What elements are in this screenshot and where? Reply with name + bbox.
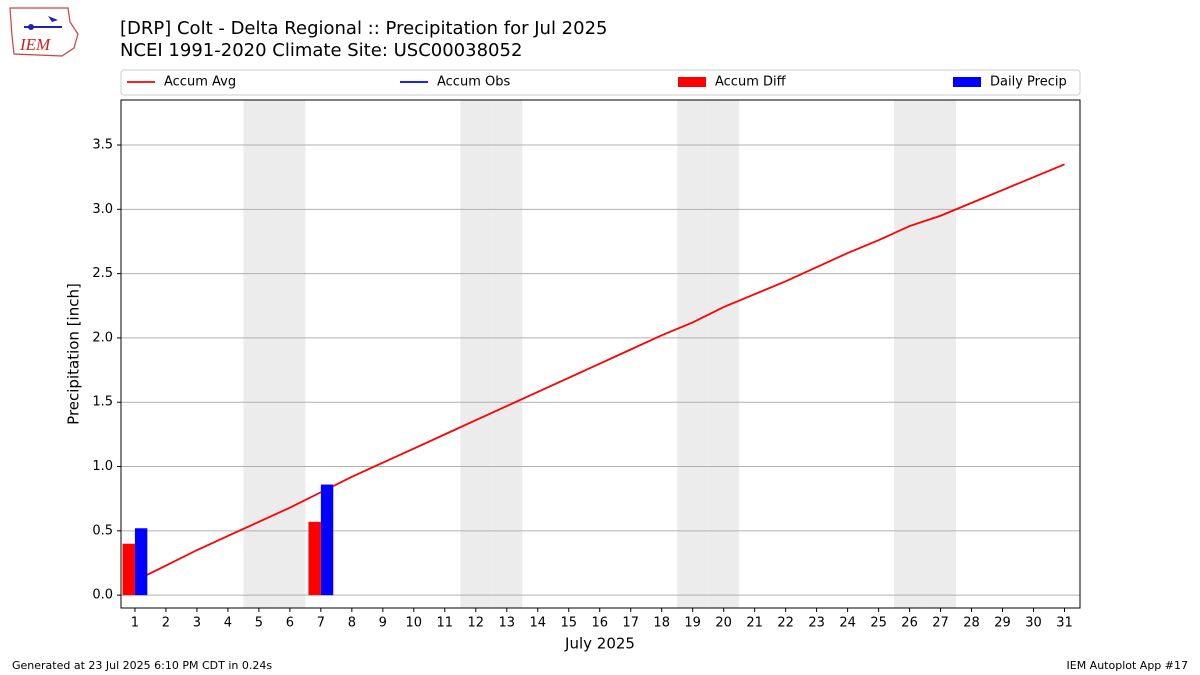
x-tick-label: 22 — [777, 616, 794, 631]
legend-label: Accum Obs — [437, 75, 510, 90]
x-tick-label: 29 — [994, 616, 1011, 631]
x-tick-label: 6 — [286, 616, 294, 631]
bar — [308, 521, 321, 596]
legend-label: Accum Diff — [715, 75, 787, 90]
weekend-band — [894, 100, 926, 608]
x-tick-label: 8 — [348, 616, 356, 631]
weekend-band — [460, 100, 492, 608]
plot-area — [121, 100, 1080, 608]
x-tick-label: 12 — [468, 616, 485, 631]
x-tick-label: 3 — [193, 616, 201, 631]
logo: IEM — [9, 7, 79, 57]
legend-swatch — [953, 77, 981, 87]
x-tick-label: 25 — [870, 616, 887, 631]
x-tick-label: 27 — [932, 616, 949, 631]
logo-icon — [48, 16, 58, 22]
x-tick-label: 13 — [498, 616, 515, 631]
legend-box — [120, 69, 1081, 96]
x-tick-label: 17 — [622, 616, 639, 631]
x-tick-label: 24 — [839, 616, 856, 631]
x-tick-label: 30 — [1025, 616, 1042, 631]
footer-right: IEM Autoplot App #17 — [1067, 659, 1189, 672]
x-tick-label: 23 — [808, 616, 825, 631]
chart-title: [DRP] Colt - Delta Regional :: Precipita… — [120, 18, 608, 39]
x-tick-label: 9 — [379, 616, 387, 631]
chart-subtitle: NCEI 1991-2020 Climate Site: USC00038052 — [120, 40, 522, 61]
x-tick-label: 18 — [653, 616, 670, 631]
x-tick-label: 4 — [224, 616, 232, 631]
weekend-band — [274, 100, 306, 608]
line — [134, 163, 1065, 582]
bar — [320, 484, 334, 596]
y-tick-label: 2.5 — [92, 266, 113, 281]
x-tick-label: 11 — [437, 616, 454, 631]
y-tick-label: 2.0 — [92, 330, 113, 345]
weekend-band — [708, 100, 740, 608]
x-tick-label: 10 — [406, 616, 423, 631]
y-tick-label: 1.5 — [92, 395, 113, 410]
logo-icon — [28, 24, 34, 30]
x-tick-label: 2 — [162, 616, 170, 631]
plot-frame — [120, 99, 1081, 609]
x-tick-label: 1 — [131, 616, 139, 631]
logo-outline — [9, 7, 79, 57]
bar — [122, 543, 135, 596]
y-tick-label: 1.0 — [92, 459, 113, 474]
weekend-band — [243, 100, 275, 608]
x-axis-label: July 2025 — [564, 635, 635, 653]
legend-label: Accum Avg — [164, 75, 236, 90]
x-tick-label: 19 — [684, 616, 701, 631]
x-tick-label: 16 — [591, 616, 608, 631]
y-tick-label: 0.0 — [92, 588, 113, 603]
x-tick-label: 20 — [715, 616, 732, 631]
x-tick-label: 7 — [317, 616, 325, 631]
x-tick-label: 14 — [529, 616, 546, 631]
logo-text: IEM — [19, 35, 51, 54]
weekend-band — [925, 100, 957, 608]
y-tick-label: 3.0 — [92, 202, 113, 217]
y-axis-label: Precipitation [inch] — [65, 283, 83, 425]
weekend-band — [677, 100, 709, 608]
x-tick-label: 28 — [963, 616, 980, 631]
footer-left: Generated at 23 Jul 2025 6:10 PM CDT in … — [12, 659, 272, 672]
x-tick-label: 31 — [1056, 616, 1073, 631]
legend-label: Daily Precip — [990, 75, 1067, 90]
y-tick-label: 0.5 — [92, 523, 113, 538]
x-tick-label: 5 — [255, 616, 263, 631]
y-tick-label: 3.5 — [92, 138, 113, 153]
weekend-band — [491, 100, 523, 608]
x-tick-label: 26 — [901, 616, 918, 631]
x-tick-label: 21 — [746, 616, 763, 631]
x-tick-label: 15 — [560, 616, 577, 631]
legend-swatch — [678, 77, 706, 87]
bar — [134, 528, 148, 596]
